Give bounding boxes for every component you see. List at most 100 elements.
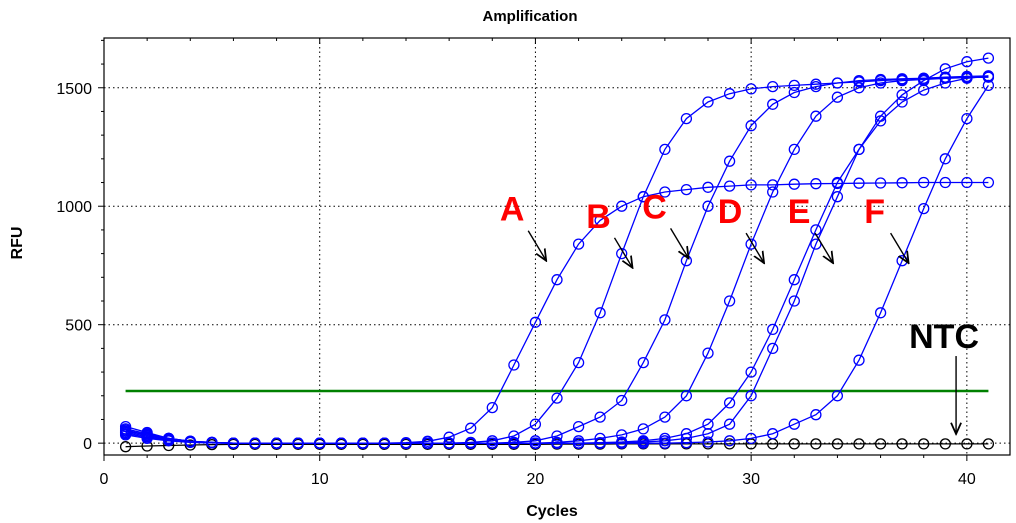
- series-line-f: [125, 85, 989, 444]
- data-point: [314, 437, 326, 449]
- data-point: [723, 295, 736, 307]
- data-point: [702, 181, 714, 193]
- data-point: [357, 437, 369, 449]
- data-point: [723, 438, 736, 450]
- annotation-label: NTC: [909, 318, 979, 356]
- data-point: [982, 176, 995, 189]
- data-point: [637, 423, 649, 435]
- data-point: [810, 438, 822, 450]
- data-point: [680, 437, 693, 449]
- data-point: [788, 178, 800, 190]
- data-point: [249, 437, 261, 449]
- annotation-arrow: [814, 232, 833, 263]
- data-point: [594, 437, 606, 449]
- data-point: [788, 79, 800, 92]
- data-point: [896, 74, 908, 87]
- data-point: [831, 77, 844, 89]
- data-point: [572, 356, 585, 369]
- series-g: [119, 52, 995, 449]
- data-point: [767, 98, 779, 110]
- data-point: [896, 89, 908, 101]
- data-point: [486, 437, 498, 449]
- data-point: [508, 430, 520, 442]
- data-point: [270, 437, 283, 449]
- data-point: [874, 307, 887, 319]
- data-point: [551, 430, 563, 442]
- data-point: [529, 316, 542, 328]
- data-point: [702, 96, 714, 108]
- data-point: [853, 82, 865, 94]
- data-point: [810, 110, 822, 122]
- annotation-c: C: [642, 188, 688, 258]
- data-point: [918, 202, 930, 215]
- data-point: [767, 323, 779, 336]
- data-point: [659, 186, 671, 198]
- data-point: [421, 437, 434, 449]
- data-point: [702, 200, 714, 212]
- data-point: [637, 191, 649, 203]
- series-line-g: [125, 57, 989, 444]
- data-point: [918, 438, 930, 450]
- data-point: [723, 180, 736, 192]
- y-tick-label: 1500: [56, 81, 92, 98]
- data-point: [874, 177, 887, 189]
- y-tick-label: 1000: [56, 199, 92, 216]
- x-tick-label: 10: [311, 471, 329, 488]
- series-line-d: [125, 76, 989, 444]
- data-point: [896, 96, 908, 108]
- data-point: [853, 74, 865, 87]
- data-point: [961, 72, 973, 84]
- axis-ticks: 0 10 20 30 40 0 500 1000 1500: [56, 38, 976, 488]
- data-point: [939, 438, 951, 450]
- x-tick-label: 20: [527, 471, 545, 488]
- data-point: [680, 183, 693, 196]
- data-point: [745, 179, 757, 191]
- data-point: [572, 420, 585, 433]
- chart-title: Amplification: [482, 8, 577, 25]
- data-point: [767, 186, 779, 198]
- series-ntc: [119, 438, 995, 453]
- data-point: [141, 426, 153, 439]
- data-point: [939, 63, 951, 75]
- data-point: [982, 438, 995, 450]
- data-point: [918, 74, 930, 87]
- data-point: [767, 179, 779, 191]
- data-point: [723, 435, 736, 447]
- data-point: [637, 436, 649, 448]
- data-point: [723, 88, 736, 100]
- y-tick-label: 500: [65, 318, 92, 335]
- data-point: [831, 191, 844, 203]
- data-point: [572, 437, 585, 449]
- series-line-ntc: [125, 443, 989, 448]
- data-point: [939, 77, 951, 89]
- data-point: [788, 438, 800, 450]
- annotation-label: F: [864, 193, 885, 231]
- data-point: [508, 359, 520, 371]
- data-point: [702, 347, 714, 359]
- annotation-arrow: [890, 232, 909, 263]
- data-point: [680, 390, 693, 402]
- data-point: [551, 274, 563, 286]
- data-point: [723, 155, 736, 167]
- data-point: [335, 437, 347, 449]
- data-point: [572, 238, 585, 250]
- data-point: [723, 397, 736, 409]
- data-point: [616, 429, 628, 441]
- data-point: [680, 432, 693, 445]
- data-point: [853, 143, 865, 156]
- data-point: [292, 437, 304, 449]
- data-point: [616, 200, 628, 212]
- data-point: [680, 112, 693, 125]
- data-point: [745, 390, 757, 402]
- data-point: [939, 153, 951, 165]
- data-point: [788, 295, 800, 307]
- grid: [104, 38, 1010, 455]
- annotation-label: A: [500, 191, 525, 229]
- y-tick-label: 0: [83, 436, 92, 453]
- annotation-a: A: [500, 191, 546, 261]
- data-point: [551, 437, 563, 449]
- data-point: [874, 110, 887, 122]
- annotation-arrow: [527, 230, 546, 261]
- data-point: [594, 214, 606, 227]
